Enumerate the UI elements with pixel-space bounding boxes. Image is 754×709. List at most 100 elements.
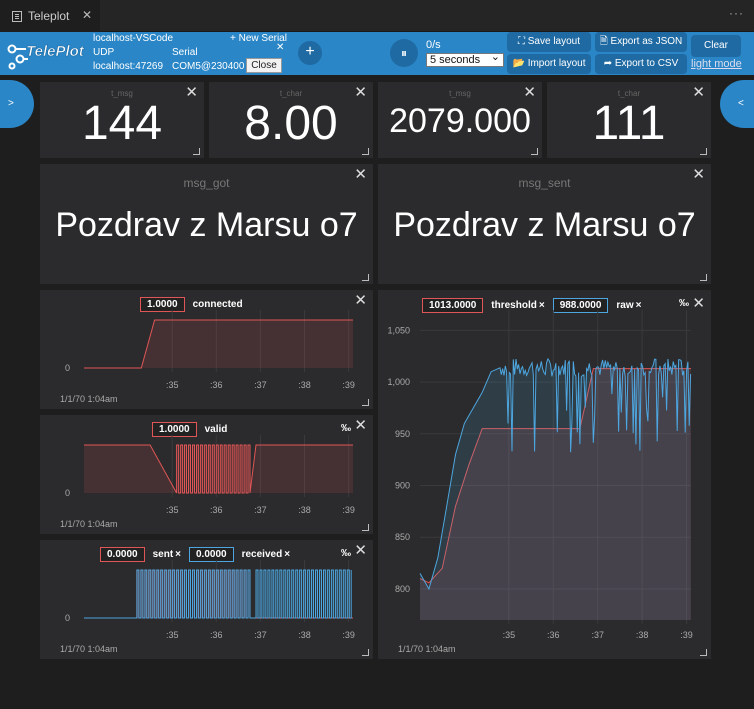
- percent-toggle[interactable]: ‰: [679, 298, 689, 309]
- series-area-sent: [84, 570, 353, 618]
- close-icon[interactable]: ✕: [692, 84, 705, 101]
- close-icon[interactable]: ✕: [692, 295, 705, 312]
- export-csv-button[interactable]: ➦ Export to CSV: [595, 54, 687, 74]
- close-icon[interactable]: ✕: [354, 542, 367, 559]
- x-axis-date-label: 1/1/70 1:04am: [60, 394, 118, 404]
- series-line-valid: [84, 444, 353, 494]
- legend-label[interactable]: raw: [616, 299, 634, 311]
- x-tick-label: :37: [254, 380, 267, 390]
- close-icon[interactable]: ✕: [354, 84, 367, 101]
- stat-panel: t_char 111 ✕: [547, 82, 711, 158]
- chart-valid[interactable]: :35:36:37:38:39 0 1/1/70 1:04am: [40, 415, 373, 534]
- add-connection-button[interactable]: +: [298, 41, 322, 65]
- tab-close-icon[interactable]: ✕: [82, 8, 93, 22]
- resize-handle-icon[interactable]: [362, 148, 369, 155]
- x-axis-date-label: 1/1/70 1:04am: [60, 519, 118, 529]
- chart-panel-valid: 1.0000 valid ‰ ✕ :35:36:37:38:39 0 1/1/70 …: [40, 415, 373, 534]
- right-sidebar-toggle[interactable]: <: [720, 80, 754, 128]
- teleplot-logo: TelePlot: [7, 43, 85, 70]
- close-icon[interactable]: ✕: [523, 84, 536, 101]
- light-mode-link[interactable]: light mode: [691, 58, 742, 70]
- close-icon[interactable]: ✕: [185, 84, 198, 101]
- export-json-button[interactable]: 🗎 Export as JSON: [595, 32, 687, 52]
- legend-label[interactable]: connected: [192, 298, 243, 310]
- tab-teleplot[interactable]: Teleplot ✕: [0, 0, 100, 32]
- connection-address: localhost:47269: [93, 61, 164, 72]
- y-tick-label: 1,050: [387, 325, 410, 335]
- x-tick-label: :36: [210, 380, 223, 390]
- text-panel: msg_sent Pozdrav z Marsu o7 ✕: [378, 164, 711, 284]
- chart-legend: 1.0000 connected: [140, 296, 251, 312]
- chart-panel-threshold-raw: 1013.0000 threshold × 988.0000 raw × ‰ ✕…: [378, 290, 711, 659]
- x-tick-label: :36: [547, 630, 560, 640]
- remove-series-icon[interactable]: ×: [284, 548, 291, 560]
- y-tick-label: 900: [395, 481, 410, 491]
- stat-value: 2079.000: [389, 102, 531, 140]
- chart-threshold-raw[interactable]: :35:36:37:38:39 800 850 900 950 1,000 1,050 1/1…: [378, 290, 711, 659]
- time-window-select[interactable]: 5 seconds: [426, 51, 504, 67]
- resize-handle-icon[interactable]: [700, 649, 707, 656]
- stat-value: 8.00: [244, 97, 338, 150]
- chart-connected[interactable]: :35:36:37:38:39 0 1/1/70 1:04am: [40, 290, 373, 409]
- chart-panel-connected: 1.0000 connected ✕ :35:36:37:38:39 0 1/1/7…: [40, 290, 373, 409]
- stat-panel: t_char 8.00 ✕: [209, 82, 373, 158]
- remove-series-icon[interactable]: ×: [538, 299, 545, 311]
- left-sidebar-toggle[interactable]: >: [0, 80, 34, 128]
- legend-label[interactable]: threshold: [491, 299, 537, 311]
- resize-handle-icon[interactable]: [193, 148, 200, 155]
- clear-button[interactable]: Clear: [691, 35, 741, 57]
- series-line-received: [84, 569, 352, 619]
- remove-series-icon[interactable]: ×: [635, 299, 642, 311]
- x-tick-label: :39: [680, 630, 693, 640]
- x-tick-label: :37: [254, 630, 267, 640]
- data-rate: 0/s: [426, 39, 441, 51]
- logo-text: TelePlot: [26, 43, 85, 60]
- legend-label[interactable]: valid: [204, 423, 228, 435]
- x-axis-date-label: 1/1/70 1:04am: [60, 644, 118, 654]
- chart-panel-sent-received: 0.0000 sent × 0.0000 received × ‰ ✕ :35:…: [40, 540, 373, 659]
- resize-handle-icon[interactable]: [531, 148, 538, 155]
- legend-value: 1.0000: [140, 296, 185, 312]
- x-tick-label: :38: [298, 380, 311, 390]
- percent-toggle[interactable]: ‰: [341, 548, 351, 559]
- x-tick-label: :39: [342, 630, 355, 640]
- percent-toggle[interactable]: ‰: [341, 423, 351, 434]
- resize-handle-icon[interactable]: [700, 274, 707, 281]
- close-icon[interactable]: ✕: [354, 292, 367, 309]
- remove-series-icon[interactable]: ×: [175, 548, 181, 560]
- close-icon[interactable]: ✕: [354, 166, 367, 183]
- chart-legend: 1.0000 valid: [152, 421, 235, 437]
- series-area-raw: [420, 358, 691, 620]
- new-serial-button[interactable]: + New Serial: [230, 33, 287, 44]
- x-tick-label: :35: [166, 380, 179, 390]
- y-tick-label: 0: [65, 613, 70, 623]
- import-layout-button[interactable]: 📂 Import layout: [507, 54, 591, 74]
- resize-handle-icon[interactable]: [362, 524, 369, 531]
- resize-handle-icon[interactable]: [362, 274, 369, 281]
- close-serial-button[interactable]: Close: [246, 58, 282, 73]
- more-actions-icon[interactable]: ···: [729, 6, 744, 20]
- x-tick-label: :37: [254, 505, 267, 515]
- remove-serial-icon[interactable]: ✕: [276, 42, 285, 53]
- series-line-connected: [84, 319, 353, 369]
- close-icon[interactable]: ✕: [354, 417, 367, 434]
- close-icon[interactable]: ✕: [692, 166, 705, 183]
- text-panel-value: Pozdrav z Marsu o7: [55, 206, 358, 244]
- save-layout-button[interactable]: ⛶ Save layout: [507, 32, 591, 52]
- stat-panel: t_msg 144 ✕: [40, 82, 204, 158]
- chart-sent-received[interactable]: :35:36:37:38:39 0 1/1/70 1:04am: [40, 540, 373, 659]
- y-tick-label: 850: [395, 532, 410, 542]
- tab-title: Teleplot: [28, 9, 70, 23]
- pause-button[interactable]: ⏸: [390, 39, 418, 67]
- serial-label: Serial: [172, 47, 198, 58]
- y-tick-label: 0: [65, 363, 70, 373]
- legend-label[interactable]: received: [241, 548, 283, 560]
- toolbar: TelePlot localhost-VSCode + New Serial U…: [0, 32, 754, 75]
- legend-label[interactable]: sent: [152, 548, 174, 560]
- resize-handle-icon[interactable]: [362, 399, 369, 406]
- resize-handle-icon[interactable]: [700, 148, 707, 155]
- resize-handle-icon[interactable]: [362, 649, 369, 656]
- x-tick-label: :36: [210, 505, 223, 515]
- series-line-raw: [419, 357, 692, 591]
- legend-value: 1013.0000: [422, 297, 484, 313]
